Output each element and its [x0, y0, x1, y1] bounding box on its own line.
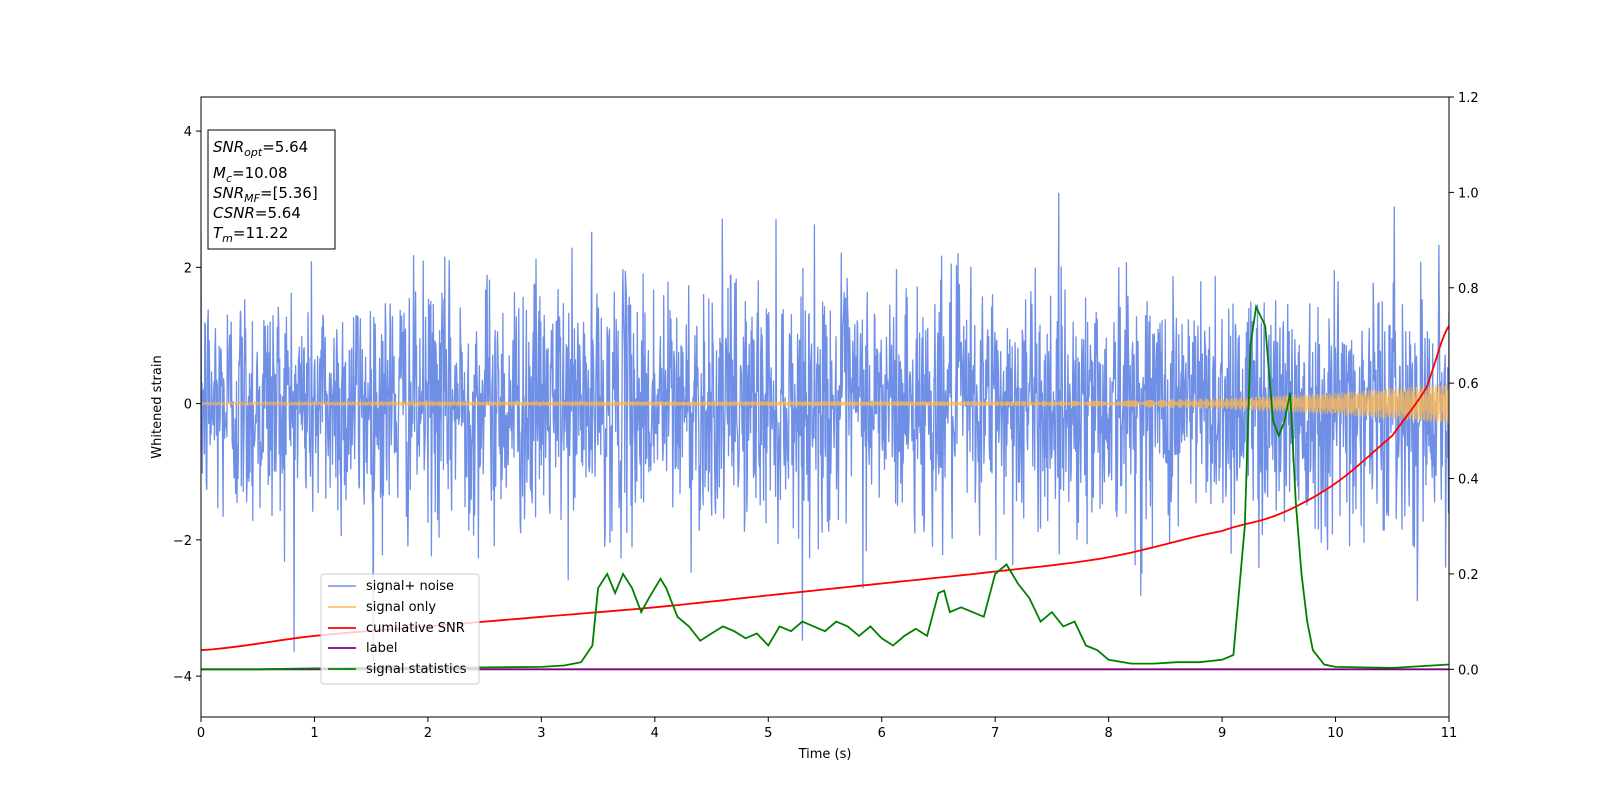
annotation-frame [207, 129, 336, 250]
x-tick-label: 5 [764, 726, 772, 741]
x-tick-label: 2 [424, 726, 432, 741]
stats-annotation-box: SNRopt=5.64 Mc=10.08 SNRMF=[5.36] CSNR=5… [207, 129, 336, 250]
x-tick-label: 11 [1441, 726, 1458, 741]
y-axis-label: Whitened strain [150, 355, 165, 458]
series-signal-statistics-line [201, 303, 1449, 671]
y-tick-label: 2 [184, 261, 192, 276]
annotation-tm: Tm=11.22 [213, 224, 288, 245]
x-tick-label: 0 [197, 726, 205, 741]
annotation-csnr: CSNR=5.64 [213, 204, 301, 222]
annotation-snr-opt: SNRopt=5.64 [213, 138, 308, 159]
series-signal-noise-line [201, 192, 1449, 662]
legend-label-signal-only: signal only [366, 600, 436, 615]
legend-label-signal-statistics: signal statistics [366, 662, 467, 677]
y2-tick-label: 0.6 [1458, 377, 1479, 392]
y2-tick-label: 1.2 [1458, 91, 1479, 106]
legend-label-signal-noise: signal+ noise [366, 579, 454, 594]
y-tick-label: −2 [173, 534, 192, 549]
y2-tick-label: 0.0 [1458, 663, 1479, 678]
y2-tick-label: 0.8 [1458, 282, 1479, 297]
y-tick-label: 0 [184, 398, 192, 413]
annotation-mc: Mc=10.08 [213, 164, 288, 185]
plot-frame [200, 96, 1450, 718]
y2-tick-label: 1.0 [1458, 186, 1479, 201]
x-axis-ticks: 0 1 2 3 4 5 6 7 8 9 10 11 [197, 717, 1457, 741]
legend-frame [320, 573, 480, 685]
x-tick-label: 6 [878, 726, 886, 741]
y-axis-ticks: 4 2 0 −2 −4 [173, 125, 201, 685]
x-axis-label: Time (s) [798, 747, 852, 762]
series-signal-only-line [201, 383, 1449, 424]
x-tick-label: 3 [537, 726, 545, 741]
y2-axis-ticks: 1.2 1.0 0.8 0.6 0.4 0.2 0.0 [1449, 91, 1479, 678]
x-tick-label: 4 [651, 726, 659, 741]
y-tick-label: −4 [173, 670, 192, 685]
x-tick-label: 9 [1218, 726, 1226, 741]
x-tick-label: 8 [1104, 726, 1112, 741]
y2-tick-label: 0.2 [1458, 568, 1479, 583]
legend: signal+ noise signal only cumilative SNR… [320, 573, 480, 685]
x-tick-label: 7 [991, 726, 999, 741]
x-tick-label: 1 [310, 726, 318, 741]
legend-label-label: label [366, 641, 397, 656]
legend-label-cumilative-snr: cumilative SNR [366, 621, 465, 636]
x-tick-label: 10 [1327, 726, 1344, 741]
y2-tick-label: 0.4 [1458, 473, 1479, 488]
annotation-snr-mf: SNRMF=[5.36] [213, 184, 318, 205]
y-tick-label: 4 [184, 125, 192, 140]
